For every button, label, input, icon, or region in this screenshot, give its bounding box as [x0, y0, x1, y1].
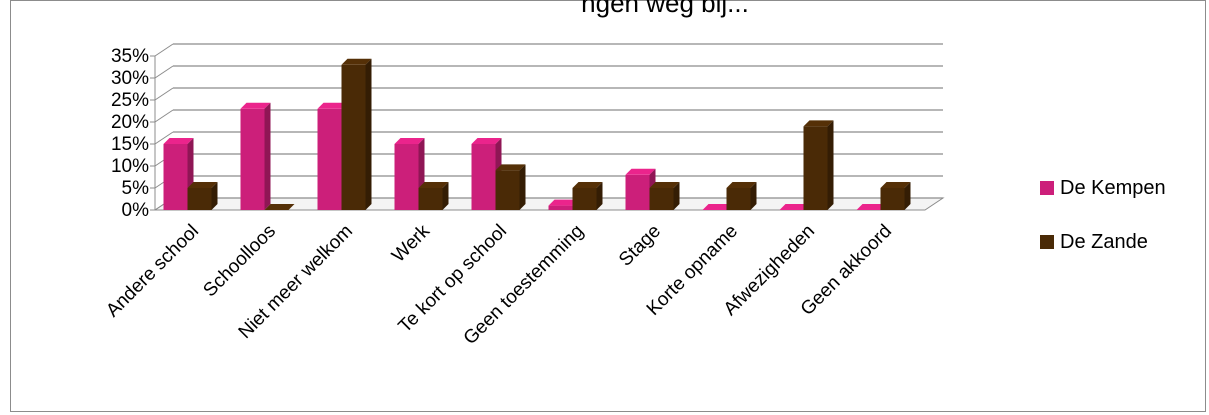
bar-side: [904, 182, 911, 210]
legend-label-de-zande: De Zande: [1060, 230, 1148, 253]
bar-top: [856, 204, 887, 210]
bar-top: [418, 182, 449, 188]
legend: De Kempen De Zande: [1040, 175, 1166, 283]
bar-side: [211, 182, 218, 210]
y-tick-label: 0%: [122, 200, 150, 221]
bar-top: [548, 199, 579, 206]
bar-top: [880, 182, 911, 188]
gridline-depth: [154, 87, 174, 101]
bar-top: [317, 102, 348, 109]
bar-0-5: [548, 205, 573, 210]
bar-top: [702, 204, 733, 210]
bar-1-7: [726, 188, 751, 210]
legend-swatch-de-zande: [1040, 235, 1054, 249]
bar-side: [750, 182, 757, 210]
legend-label-de-kempen: De Kempen: [1060, 176, 1166, 199]
bar-side: [827, 120, 834, 210]
bar-top: [625, 168, 656, 175]
bar-1-8: [803, 126, 828, 210]
bar-1-5: [572, 188, 597, 210]
gridline-depth: [154, 43, 174, 57]
bar-1-4: [495, 170, 520, 210]
bar-1-3: [418, 188, 443, 210]
bar-0-4: [471, 144, 496, 210]
bar-0-3: [394, 144, 419, 210]
legend-item-de-zande: De Zande: [1040, 229, 1166, 255]
y-tick-label: 15%: [111, 134, 149, 155]
bar-side: [596, 182, 603, 210]
bar-top: [163, 138, 194, 144]
gridline-depth: [154, 131, 174, 145]
y-tick-label: 25%: [111, 90, 149, 111]
bar-side: [442, 182, 449, 210]
y-tick-label: 35%: [111, 46, 149, 67]
bar-1-9: [880, 188, 905, 210]
gridline-depth: [154, 109, 174, 123]
bar-side: [264, 102, 271, 210]
gridline-depth: [154, 65, 174, 79]
legend-item-de-kempen: De Kempen: [1040, 175, 1166, 201]
bar-top: [187, 182, 218, 188]
y-tick-label: 5%: [122, 178, 150, 199]
x-tick-label: Andere school: [102, 221, 203, 322]
bar-top: [649, 182, 680, 188]
legend-swatch-de-kempen: [1040, 181, 1054, 195]
bar-top: [726, 182, 757, 188]
bar-1-6: [649, 188, 674, 210]
y-tick-label: 20%: [111, 112, 149, 133]
x-tick-label: Stage: [615, 221, 665, 271]
bar-0-6: [625, 174, 650, 210]
bar-0-0: [163, 144, 188, 210]
bar-top: [394, 138, 425, 144]
bar-top: [495, 164, 526, 171]
bar-top: [240, 102, 271, 109]
bar-top: [572, 182, 603, 188]
bar-side: [673, 182, 680, 210]
bar-top: [471, 138, 502, 144]
bar-1-0: [187, 188, 212, 210]
bar-side: [519, 164, 526, 210]
bar-top: [779, 204, 810, 210]
bar-1-2: [341, 64, 366, 210]
bar-top: [803, 120, 834, 127]
chart-title: ngen weg bij...: [581, 0, 749, 18]
bar-top: [264, 204, 295, 210]
y-tick-label: 10%: [111, 156, 149, 177]
bar-top: [341, 58, 372, 65]
bar-0-1: [240, 108, 265, 210]
bar-side: [365, 58, 372, 210]
bar-0-2: [317, 108, 342, 210]
x-tick-label: Schoolloos: [199, 221, 280, 302]
y-tick-label: 30%: [111, 68, 149, 89]
x-tick-label: Werk: [388, 220, 434, 266]
